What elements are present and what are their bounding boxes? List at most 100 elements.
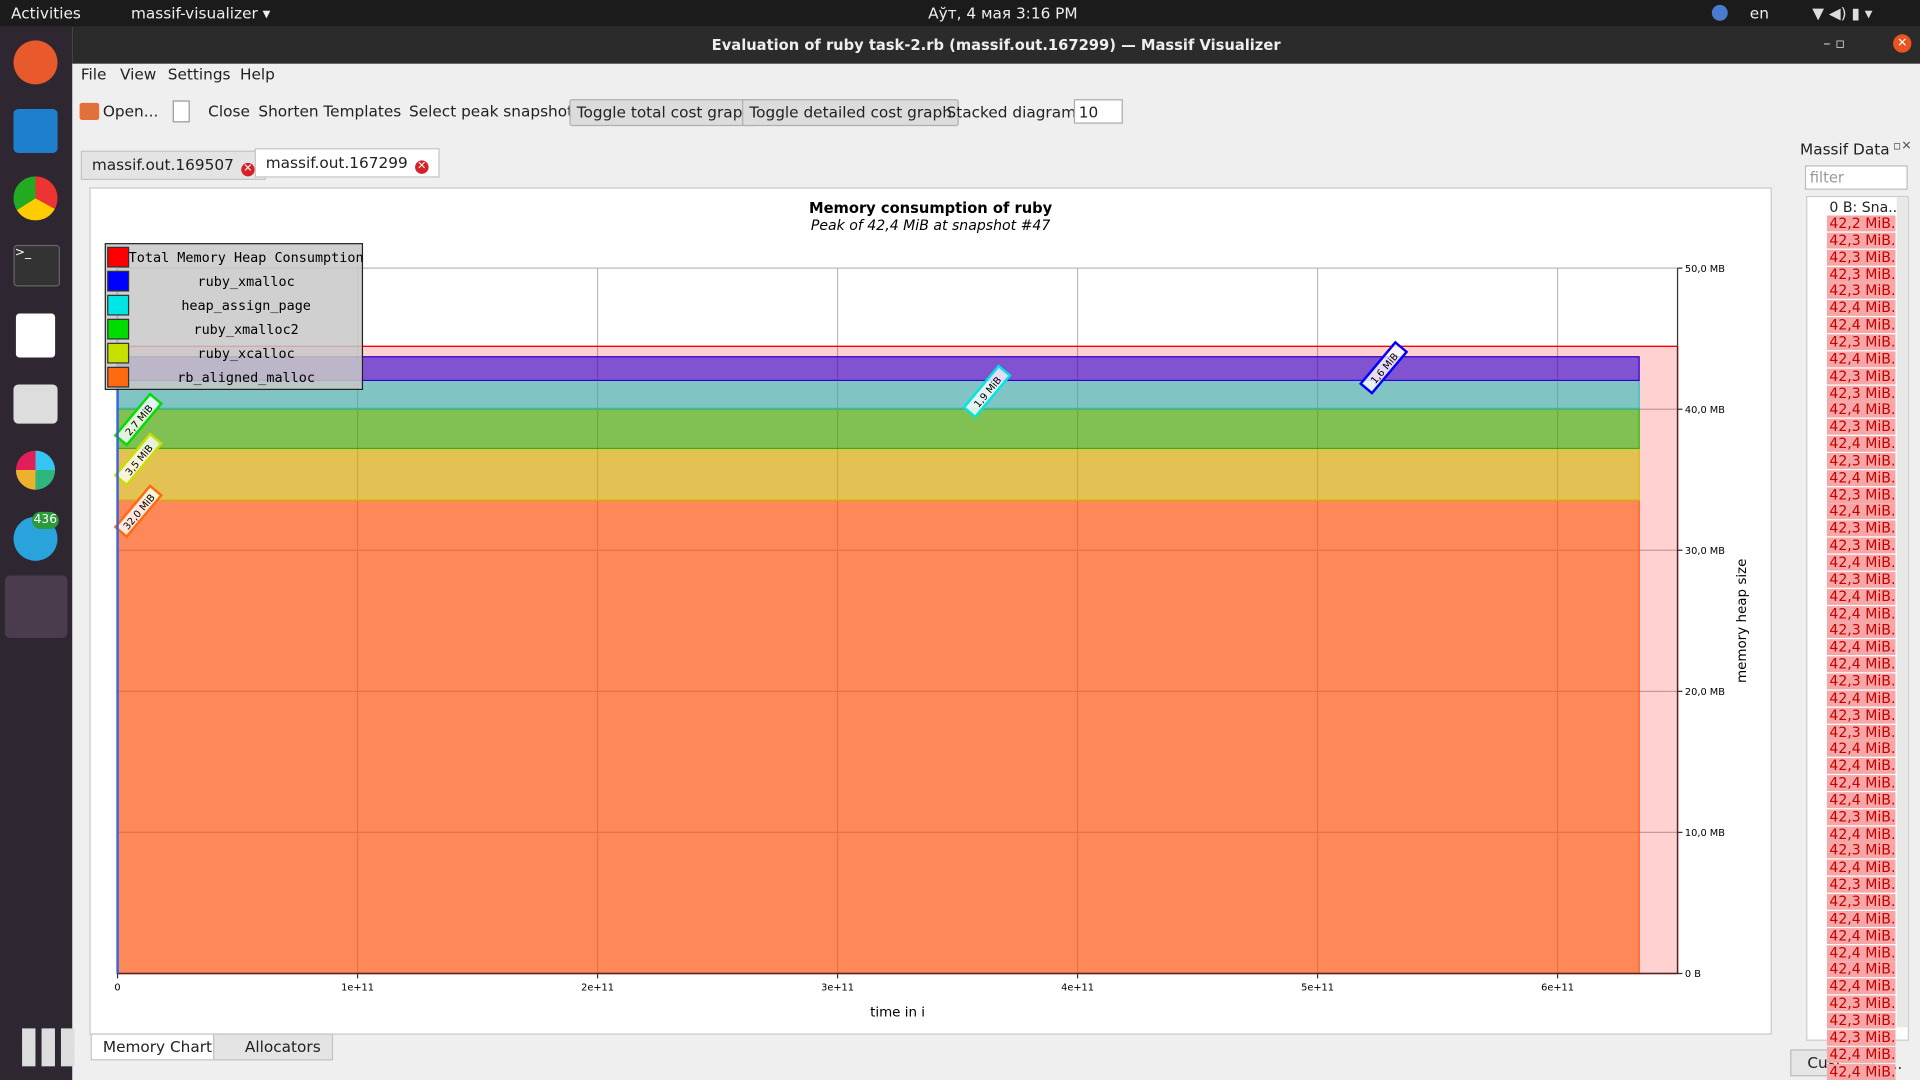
snapshot-item[interactable]: 42,3 MiB. (1826, 808, 1896, 826)
app-icon[interactable] (15, 450, 56, 490)
show-apps[interactable]: ▪▪▪ ▪▪▪ ▪▪▪ (19, 1018, 79, 1074)
snapshot-item[interactable]: 42,3 MiB. (1826, 384, 1896, 402)
system-icons[interactable]: ▼ ◀) ▮ ▾ (1812, 3, 1873, 23)
snapshot-item[interactable]: 42,4 MiB. (1826, 605, 1896, 622)
app-icon[interactable] (15, 313, 56, 358)
snapshot-item[interactable]: 42,4 MiB. (1826, 741, 1896, 758)
app-icon[interactable] (13, 176, 58, 221)
snapshot-item[interactable]: 42,4 MiB. (1826, 503, 1896, 520)
snapshot-item[interactable]: 42,3 MiB. (1826, 334, 1896, 351)
snapshot-item[interactable]: 42,3 MiB. (1826, 707, 1896, 724)
snapshot-item[interactable]: 42,4 MiB. (1826, 825, 1896, 842)
snapshot-item[interactable]: 42,3 MiB. (1826, 571, 1896, 588)
snapshot-item[interactable]: 42,4 MiB. (1826, 300, 1896, 317)
snapshot-item[interactable]: 42,4 MiB. (1826, 791, 1896, 809)
snapshot-item[interactable]: 42,3 MiB. (1826, 249, 1896, 266)
file-tab[interactable]: massif.out.169507 ✕ (80, 150, 266, 181)
tab-close[interactable]: ✕ (415, 160, 429, 174)
snapshot-item[interactable]: 42,3 MiB. (1826, 1029, 1896, 1046)
snapshot-item[interactable]: 42,4 MiB. (1826, 775, 1896, 792)
snapshot-item[interactable]: 42,4 MiB. (1826, 758, 1896, 775)
y-tick-label: 0 B (1685, 969, 1701, 980)
snapshot-item[interactable]: 42,3 MiB. (1826, 673, 1896, 690)
snapshot-item[interactable]: 42,3 MiB. (1826, 537, 1896, 554)
y-tick-label: 30,0 MB (1685, 546, 1725, 557)
snapshot-item[interactable]: 42,3 MiB. (1826, 622, 1896, 639)
toolbar-button[interactable]: Toggle total cost graph (569, 99, 760, 127)
snapshot-item[interactable]: 42,3 MiB. (1826, 842, 1896, 859)
snapshot-item[interactable]: 42,4 MiB. (1826, 554, 1896, 571)
x-axis-label: time in i (870, 1005, 925, 1020)
activities[interactable]: Activities (11, 3, 81, 23)
badge: 436 (31, 511, 59, 529)
snapshot-item[interactable]: 42,3 MiB. (1826, 520, 1896, 537)
toolbar-button[interactable]: Select peak snapshot (408, 101, 574, 121)
toolbar-button[interactable]: Close (208, 101, 250, 121)
clock[interactable]: Аўт, 4 мая 3:16 PM (928, 3, 1078, 23)
app-icon[interactable] (13, 108, 58, 154)
snapshot-item[interactable]: 42,4 MiB. (1826, 910, 1896, 927)
app-icon[interactable] (13, 384, 58, 424)
app-menu[interactable]: massif-visualizer ▾ (131, 3, 271, 23)
sidebar-controls[interactable]: ▫✕ (1893, 139, 1912, 154)
scrollbar[interactable] (1896, 197, 1908, 1028)
snapshot-item[interactable]: 42,3 MiB. (1826, 486, 1896, 503)
legend-swatch (107, 294, 130, 316)
snapshot-item[interactable]: 42,4 MiB. (1826, 351, 1896, 368)
snapshot-item[interactable]: 42,4 MiB. (1826, 588, 1896, 605)
close-window[interactable]: ✕ (1893, 34, 1912, 53)
snapshot-item[interactable]: 42,4 MiB. (1826, 978, 1896, 995)
snapshot-item[interactable]: 42,4 MiB. (1826, 944, 1896, 961)
snapshot-item[interactable]: 42,3 MiB. (1826, 368, 1896, 385)
snapshot-item[interactable]: 42,4 MiB. (1826, 401, 1896, 418)
snapshot-item[interactable]: 42,3 MiB. (1826, 893, 1896, 910)
snapshot-item[interactable]: 42,4 MiB. (1826, 1046, 1896, 1063)
status-icon (1711, 4, 1728, 21)
language[interactable]: en (1749, 3, 1769, 23)
app-icon[interactable] (4, 575, 68, 638)
close-icon (172, 100, 190, 123)
snapshot-item[interactable]: 42,3 MiB. (1826, 283, 1896, 300)
snapshot-item[interactable]: 42,3 MiB. (1826, 724, 1896, 741)
snapshot-item[interactable]: 42,4 MiB. (1826, 1063, 1896, 1080)
view-tab[interactable]: Allocators (213, 1033, 333, 1061)
app-icon[interactable] (13, 40, 58, 85)
y-axis-label: memory heap size (1735, 559, 1750, 683)
menu-item[interactable]: Settings (167, 64, 231, 84)
toolbar-button[interactable]: Toggle detailed cost graph (742, 99, 960, 127)
app-icon[interactable]: >_ (13, 244, 61, 287)
snapshot-item[interactable]: 42,3 MiB. (1826, 232, 1896, 249)
tab-close[interactable]: ✕ (241, 162, 255, 177)
filter-input[interactable]: filter (1804, 165, 1908, 190)
snapshot-item[interactable]: 42,4 MiB. (1826, 469, 1896, 486)
snapshot-item[interactable]: 42,4 MiB. (1826, 656, 1896, 673)
snapshot-item[interactable]: 42,4 MiB. (1826, 435, 1896, 452)
snapshot-item[interactable]: 42,3 MiB. (1826, 452, 1896, 469)
snapshot-item[interactable]: 42,3 MiB. (1826, 876, 1896, 893)
snapshot-item[interactable]: 42,4 MiB. (1826, 859, 1896, 876)
snapshot-item[interactable]: 42,4 MiB. (1826, 961, 1896, 978)
toolbar-button[interactable]: Open... (102, 101, 159, 121)
stacked-spinbox[interactable]: 10 (1073, 99, 1123, 124)
open-icon (79, 102, 100, 121)
snapshot-item[interactable]: 42,3 MiB. (1826, 418, 1896, 435)
snapshot-item[interactable]: 42,3 MiB. (1826, 1012, 1896, 1029)
window-controls[interactable]: – ▫ (1823, 34, 1846, 52)
menu-item[interactable]: View (120, 64, 157, 84)
view-tab[interactable]: Memory Chart (90, 1033, 225, 1061)
file-tab[interactable]: massif.out.167299 ✕ (254, 148, 440, 178)
toolbar-button[interactable]: Shorten Templates (258, 101, 402, 121)
snapshot-item[interactable]: 42,3 MiB. (1826, 266, 1896, 283)
snapshot-item[interactable]: 42,3 MiB. (1826, 995, 1896, 1012)
snapshot-item[interactable]: 42,4 MiB. (1826, 690, 1896, 707)
x-tick-label: 1e+11 (341, 983, 374, 994)
menu-item[interactable]: File (80, 64, 107, 84)
menu-item[interactable]: Help (240, 64, 275, 84)
snapshot-item[interactable]: 42,4 MiB. (1826, 317, 1896, 334)
snapshot-item[interactable]: 42,4 MiB. (1826, 639, 1896, 656)
tree-header: 0 B: Sna... (1829, 198, 1902, 216)
snapshot-item[interactable]: 42,2 MiB. (1826, 215, 1896, 232)
snapshot-item[interactable]: 42,4 MiB. (1826, 927, 1896, 944)
